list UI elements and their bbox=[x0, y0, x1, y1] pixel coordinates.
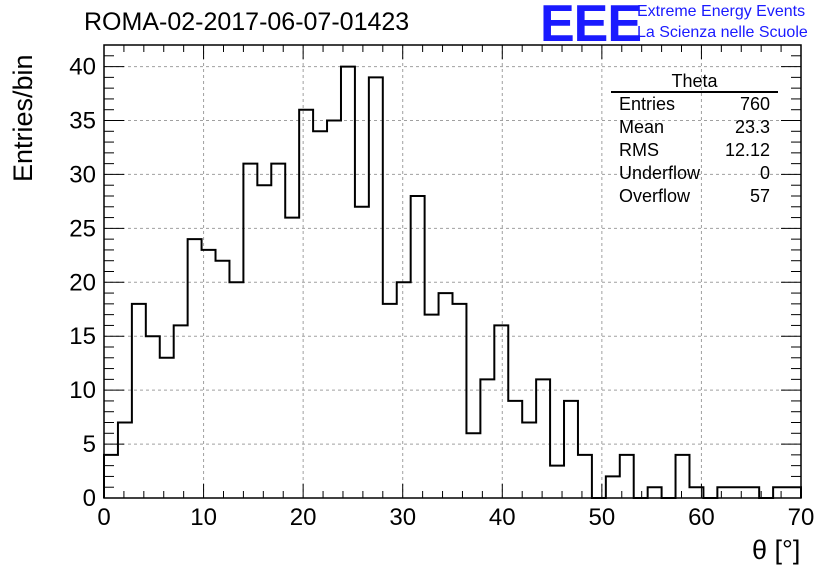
org-subtitle: La Scienza nelle Scuole bbox=[637, 24, 808, 41]
y-tick-label: 15 bbox=[69, 323, 96, 350]
y-tick-label: 25 bbox=[69, 215, 96, 242]
histogram-bin bbox=[188, 239, 202, 498]
histogram-bin bbox=[480, 379, 494, 498]
histogram-bin bbox=[676, 455, 690, 498]
histogram-bin bbox=[257, 185, 271, 498]
stats-label: Entries bbox=[619, 94, 676, 114]
axis-tick-labels: 0 10 20 30 40 50 60 70 0 5 10 15 20 25 30 35 40 bbox=[69, 54, 814, 531]
stats-value: 57 bbox=[749, 186, 770, 206]
stats-value: 12.12 bbox=[724, 140, 770, 160]
histogram-bin bbox=[578, 455, 592, 498]
x-tick-label: 50 bbox=[589, 504, 616, 531]
histogram-bin bbox=[369, 77, 383, 498]
y-tick-label: 35 bbox=[69, 108, 96, 135]
stats-row: Mean 23.3 bbox=[611, 116, 778, 139]
histogram-bin bbox=[243, 164, 257, 498]
stats-row: Entries 760 bbox=[611, 93, 778, 116]
org-name: Extreme Energy Events bbox=[637, 3, 806, 20]
histogram-bin bbox=[383, 304, 397, 498]
histogram-bin bbox=[174, 325, 188, 498]
histogram-bin bbox=[745, 487, 759, 498]
axis-ticks bbox=[103, 44, 802, 499]
histogram-bin bbox=[564, 401, 578, 498]
histogram-bin bbox=[466, 433, 480, 498]
stats-row: Underflow 0 bbox=[611, 162, 778, 185]
eee-logo: EEE bbox=[540, 0, 642, 53]
plot-frame bbox=[103, 44, 802, 499]
x-tick-label: 60 bbox=[688, 504, 715, 531]
histogram-bin bbox=[411, 196, 425, 498]
y-tick-label: 0 bbox=[83, 485, 96, 512]
histogram-bin bbox=[787, 487, 801, 498]
histogram-bin bbox=[536, 379, 550, 498]
histogram-bin bbox=[341, 67, 355, 498]
histogram-bin bbox=[118, 423, 132, 499]
y-axis-label: Entries/bin bbox=[8, 54, 38, 182]
histogram-bin bbox=[327, 121, 341, 499]
stats-label: Underflow bbox=[619, 163, 701, 183]
y-tick-label: 5 bbox=[83, 431, 96, 458]
histogram-bin bbox=[731, 487, 745, 498]
stats-label: Mean bbox=[619, 117, 665, 137]
histogram-bin bbox=[425, 315, 439, 498]
histogram-bin bbox=[355, 207, 369, 498]
y-tick-label: 40 bbox=[69, 54, 96, 81]
histogram-bin bbox=[299, 110, 313, 498]
stats-title: Theta bbox=[611, 71, 778, 93]
x-tick-label: 30 bbox=[389, 504, 416, 531]
histogram-bin bbox=[271, 164, 285, 498]
histogram-bin bbox=[160, 358, 174, 498]
stats-box: Theta Entries 760 Mean 23.3 RMS 12.12 Un… bbox=[611, 71, 778, 208]
histogram-bin bbox=[146, 336, 160, 498]
stats-value: 0 bbox=[759, 163, 770, 183]
x-tick-label: 10 bbox=[190, 504, 217, 531]
x-axis-label: θ [°] bbox=[752, 535, 801, 565]
stats-value: 23.3 bbox=[734, 117, 770, 137]
y-tick-label: 30 bbox=[69, 161, 96, 188]
histogram-bin bbox=[494, 325, 508, 498]
x-tick-label: 40 bbox=[489, 504, 516, 531]
stats-row: RMS 12.12 bbox=[611, 139, 778, 162]
histogram-bin bbox=[522, 423, 536, 499]
histogram-bin bbox=[313, 131, 327, 498]
x-tick-label: 0 bbox=[97, 504, 110, 531]
histogram-bin bbox=[508, 401, 522, 498]
histogram-bin bbox=[202, 250, 216, 498]
stats-row: Overflow 57 bbox=[611, 185, 778, 208]
y-tick-label: 10 bbox=[69, 377, 96, 404]
histogram-bin bbox=[773, 487, 787, 498]
stats-label: Overflow bbox=[619, 186, 691, 206]
histogram-bin bbox=[132, 304, 146, 498]
chart-title: ROMA-02-2017-06-07-01423 bbox=[84, 8, 410, 36]
histogram-bin bbox=[439, 293, 453, 498]
y-tick-label: 20 bbox=[69, 269, 96, 296]
histogram-bin bbox=[648, 487, 662, 498]
x-tick-label: 70 bbox=[788, 504, 815, 531]
histogram-bin bbox=[229, 282, 243, 498]
x-tick-label: 20 bbox=[290, 504, 317, 531]
histogram-bin bbox=[285, 218, 299, 498]
stats-value: 760 bbox=[739, 94, 770, 114]
histogram-bin bbox=[453, 304, 467, 498]
histogram-bin bbox=[216, 261, 230, 498]
histogram-bin bbox=[606, 476, 620, 498]
grid-lines bbox=[104, 45, 801, 498]
stats-label: RMS bbox=[619, 140, 659, 160]
histogram-bin bbox=[717, 487, 731, 498]
histogram-bin bbox=[397, 282, 411, 498]
